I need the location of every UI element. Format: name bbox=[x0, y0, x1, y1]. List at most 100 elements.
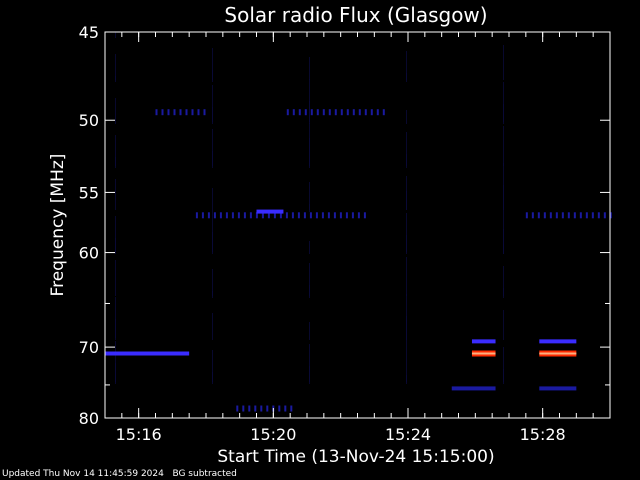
band-71mhz-a-core bbox=[471, 352, 496, 355]
band-71mhz-b-core bbox=[539, 352, 577, 355]
noise-streak bbox=[115, 238, 116, 254]
noise-streak bbox=[309, 123, 310, 166]
noise-streak bbox=[115, 179, 116, 210]
x-axis-label: Start Time (13-Nov-24 15:15:00) bbox=[217, 447, 494, 467]
band-50mhz-a-dash bbox=[203, 109, 206, 116]
band-56mhz-dash bbox=[321, 212, 324, 219]
noise-streak bbox=[212, 129, 213, 166]
noise-streak bbox=[406, 73, 407, 82]
streaks-bottom-dash bbox=[290, 405, 293, 412]
noise-streak bbox=[115, 157, 116, 168]
band-50mhz-b-dash bbox=[334, 109, 337, 116]
x-tick-label: 15:20 bbox=[250, 425, 296, 444]
band-56mhz-dash bbox=[207, 212, 210, 219]
band-50mhz-a-dash bbox=[161, 109, 164, 116]
noise-streak bbox=[212, 151, 213, 168]
bg-subtracted-note: BG subtracted bbox=[172, 469, 237, 479]
band-56mhz-right-dash bbox=[525, 212, 528, 219]
noise-streak bbox=[503, 104, 504, 124]
band-56mhz-dash bbox=[345, 212, 348, 219]
noise-streak bbox=[212, 70, 213, 82]
band-56mhz-dash bbox=[249, 212, 252, 219]
band-56mhz-dash bbox=[315, 212, 318, 219]
band-56mhz-dash bbox=[363, 212, 366, 219]
noise-streak bbox=[115, 341, 116, 382]
band-69mhz-b-mark bbox=[539, 339, 577, 344]
noise-streak bbox=[503, 82, 504, 122]
noise-streak bbox=[115, 216, 116, 252]
noise-streak bbox=[212, 107, 213, 124]
noise-streak bbox=[212, 350, 213, 382]
footer: Updated Thu Nov 14 11:45:59 2024 BG subt… bbox=[2, 469, 237, 479]
band-69mhz-a-mark bbox=[471, 339, 496, 344]
band-56mhz-dash bbox=[243, 212, 246, 219]
noise-streak bbox=[309, 79, 310, 122]
noise-streak bbox=[406, 51, 407, 80]
band-50mhz-b-dash bbox=[340, 109, 343, 116]
band-50mhz-b-dash bbox=[376, 109, 379, 116]
band-56mhz-dash bbox=[333, 212, 336, 219]
band-56mhz-right-dash bbox=[573, 212, 576, 219]
band-50mhz-b-dash bbox=[328, 109, 331, 116]
noise-streak bbox=[503, 310, 504, 340]
band-56mhz-dash bbox=[285, 212, 288, 219]
band-56mhz-dash bbox=[195, 212, 198, 219]
band-50mhz-b-dash bbox=[298, 109, 301, 116]
updated-timestamp: Updated Thu Nov 14 11:45:59 2024 bbox=[2, 469, 164, 479]
streaks-bottom-dash bbox=[254, 405, 257, 412]
band-56mhz-right-dash bbox=[555, 212, 558, 219]
band-70mhz-left-mark bbox=[105, 351, 190, 356]
band-56mhz-dash bbox=[309, 212, 312, 219]
streaks-bottom-dash bbox=[284, 405, 287, 412]
noise-streak bbox=[503, 45, 504, 80]
streaks-bottom-dash bbox=[260, 405, 263, 412]
band-56mhz-dash bbox=[237, 212, 240, 219]
band-56mhz-right-dash bbox=[609, 212, 612, 219]
noise-streak bbox=[503, 185, 504, 210]
streaks-bottom-dash bbox=[248, 405, 251, 412]
band-56mhz-dash bbox=[297, 212, 300, 219]
chart-title: Solar radio Flux (Glasgow) bbox=[224, 3, 487, 27]
burst-56mhz-mark bbox=[256, 209, 284, 214]
band-56mhz-right-dash bbox=[549, 212, 552, 219]
noise-streak bbox=[406, 316, 407, 340]
noise-streak bbox=[115, 297, 116, 338]
noise-streak bbox=[212, 188, 213, 210]
noise-streak bbox=[115, 319, 116, 340]
noise-streak bbox=[503, 347, 504, 382]
band-50mhz-a-dash bbox=[191, 109, 194, 116]
band-56mhz-dash bbox=[225, 212, 228, 219]
noise-streak bbox=[212, 291, 213, 298]
streaks-bottom-dash bbox=[278, 405, 281, 412]
band-56mhz-dash bbox=[255, 212, 258, 219]
band-75mhz-b-mark bbox=[539, 386, 577, 391]
band-50mhz-a-dash bbox=[167, 109, 170, 116]
noise-streak bbox=[406, 154, 407, 168]
streaks-bottom-dash bbox=[236, 405, 239, 412]
noise-streak bbox=[406, 257, 407, 296]
band-50mhz-b-dash bbox=[346, 109, 349, 116]
band-50mhz-b-dash bbox=[286, 109, 289, 116]
band-56mhz-right-dash bbox=[597, 212, 600, 219]
y-axis-label: Frequency [MHz] bbox=[48, 154, 68, 297]
y-tick-label: 45 bbox=[79, 23, 99, 42]
noise-streak bbox=[309, 204, 310, 212]
band-50mhz-a-dash bbox=[179, 109, 182, 116]
band-75mhz-a-mark bbox=[451, 386, 496, 391]
band-50mhz-b-dash bbox=[358, 109, 361, 116]
noise-streak bbox=[406, 132, 407, 166]
band-50mhz-a-dash bbox=[197, 109, 200, 116]
band-50mhz-b-dash bbox=[316, 109, 319, 116]
band-56mhz-dash bbox=[213, 212, 216, 219]
band-50mhz-b-dash bbox=[364, 109, 367, 116]
noise-streak bbox=[406, 235, 407, 254]
noise-streak bbox=[406, 176, 407, 210]
noise-streak bbox=[212, 269, 213, 296]
y-tick-label: 80 bbox=[79, 409, 99, 428]
band-56mhz-dash bbox=[357, 212, 360, 219]
noise-streak bbox=[503, 126, 504, 166]
noise-streak bbox=[309, 344, 310, 382]
band-56mhz-right-dash bbox=[591, 212, 594, 219]
